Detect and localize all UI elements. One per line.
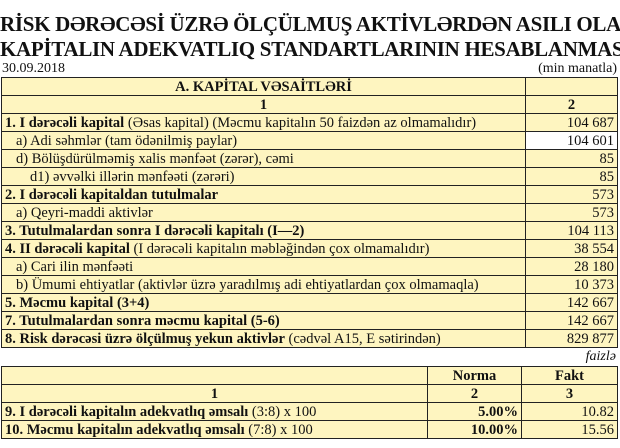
table-row: 9. I dərəcəli kapitalın adekvatlıq əmsal… xyxy=(1,402,618,421)
fakt-value: 15.56 xyxy=(521,420,618,439)
row-label-bold: 10. Məcmu kapitalın adekvatlıq əmsalı xyxy=(5,421,245,438)
table-row: 1. I dərəcəli kapital (Əsas kapital) (Mə… xyxy=(1,113,618,132)
page: RİSK DƏRƏCƏSİ ÜZRƏ ÖLÇÜLMUŞ AKTİVLƏRDƏN … xyxy=(0,12,620,439)
table-row: 7. Tutulmalardan sonra məcmu kapital (5-… xyxy=(1,311,618,330)
row-value: 85 xyxy=(525,167,618,186)
row-label-bold: 9. I dərəcəli kapitalın adekvatlıq əmsal… xyxy=(5,403,249,420)
report-date: 30.09.2018 xyxy=(2,61,65,76)
row-value: 142 667 xyxy=(525,311,618,330)
percent-unit-label: faizlə xyxy=(585,349,616,364)
row-label: 8. Risk dərəcəsi üzrə ölçülmuş yekun akt… xyxy=(1,329,526,348)
row-value: 573 xyxy=(525,185,618,204)
header-row: Norma Fakt xyxy=(1,366,618,385)
row-label-text: b) Ümumi ehtiyatlar (aktivlər üzrə yarad… xyxy=(16,276,479,293)
norma-value: 10.00% xyxy=(427,420,522,439)
row-value: 142 667 xyxy=(525,293,618,312)
row-label: 1. I dərəcəli kapital (Əsas kapital) (Mə… xyxy=(1,113,526,132)
row-label: d) Bölüşdürülməmiş xalis mənfəət (zərər)… xyxy=(1,149,526,168)
row-label-text: (Əsas kapital) (Məcmu kapitalın 50 faizd… xyxy=(124,114,477,131)
section-title: A. KAPİTAL VƏSAİTLƏRİ xyxy=(1,77,526,96)
header-fakt: Fakt xyxy=(521,366,618,385)
row-label-bold: 8. Risk dərəcəsi üzrə ölçülmuş yekun akt… xyxy=(5,330,285,347)
row-label-bold: 5. Məcmu kapital (3+4) xyxy=(5,294,150,311)
table-row: a) Adi səhmlər (tam ödənilmiş paylar) 104… xyxy=(1,131,618,150)
table-row: d1) əvvəlki illərin mənfəəti (zərəri) 85 xyxy=(1,167,618,186)
col-number-1: 1 xyxy=(1,384,428,403)
row-value: 10 373 xyxy=(525,275,618,294)
row-label-bold: 4. II dərəcəli kapital xyxy=(5,240,130,257)
fakt-value: 10.82 xyxy=(521,402,618,421)
row-label: a) Adi səhmlər (tam ödənilmiş paylar) xyxy=(1,131,526,150)
row-label: 4. II dərəcəli kapital (I dərəcəli kapit… xyxy=(1,239,526,258)
row-label-text: d1) əvvəlki illərin mənfəəti (zərəri) xyxy=(30,168,235,185)
row-value: 104 601 xyxy=(525,131,618,150)
row-label: 7. Tutulmalardan sonra məcmu kapital (5-… xyxy=(1,311,526,330)
table-row: 10. Məcmu kapitalın adekvatlıq əmsalı (7… xyxy=(1,420,618,439)
row-value: 85 xyxy=(525,149,618,168)
row-value: 104 687 xyxy=(525,113,618,132)
row-label-bold: 3. Tutulmalardan sonra I dərəcəli kapita… xyxy=(5,222,305,239)
row-label: 3. Tutulmalardan sonra I dərəcəli kapita… xyxy=(1,221,526,240)
table-row: 3. Tutulmalardan sonra I dərəcəli kapita… xyxy=(1,221,618,240)
row-label: 9. I dərəcəli kapitalın adekvatlıq əmsal… xyxy=(1,402,428,421)
col-number-3: 3 xyxy=(521,384,618,403)
table-row: b) Ümumi ehtiyatlar (aktivlər üzrə yarad… xyxy=(1,275,618,294)
table-row: a) Qeyri-maddi aktivlər 573 xyxy=(1,203,618,222)
row-label: 10. Məcmu kapitalın adekvatlıq əmsalı (7… xyxy=(1,420,428,439)
section-header-row: A. KAPİTAL VƏSAİTLƏRİ xyxy=(1,77,618,96)
row-value: 104 113 xyxy=(525,221,618,240)
row-value: 573 xyxy=(525,203,618,222)
table-row: 8. Risk dərəcəsi üzrə ölçülmuş yekun akt… xyxy=(1,329,618,348)
row-label: 5. Məcmu kapital (3+4) xyxy=(1,293,526,312)
table-row: 5. Məcmu kapital (3+4) 142 667 xyxy=(1,293,618,312)
row-label-text: a) Qeyri-maddi aktivlər xyxy=(16,204,153,221)
row-label-bold: 7. Tutulmalardan sonra məcmu kapital (5-… xyxy=(5,312,280,329)
col-number-2: 2 xyxy=(427,384,522,403)
col-number-1: 1 xyxy=(1,95,526,114)
row-value: 829 877 xyxy=(525,329,618,348)
table-row: 2. I dərəcəli kapitaldan tutulmalar 573 xyxy=(1,185,618,204)
table-row: 4. II dərəcəli kapital (I dərəcəli kapit… xyxy=(1,239,618,258)
row-label-text: (3:8) x 100 xyxy=(248,403,317,420)
row-label-text: a) Adi səhmlər (tam ödənilmiş paylar) xyxy=(16,132,238,149)
row-label: d1) əvvəlki illərin mənfəəti (zərəri) xyxy=(1,167,526,186)
row-label: a) Qeyri-maddi aktivlər xyxy=(1,203,526,222)
row-label-text: (cədvəl A15, E sətirindən) xyxy=(284,330,441,347)
row-label-text: (I dərəcəli kapitalın məbləğindən çox ol… xyxy=(129,240,430,257)
col-number-2: 2 xyxy=(525,95,618,114)
meta-row: 30.09.2018 (min manatla) xyxy=(0,61,620,77)
header-norma: Norma xyxy=(427,366,522,385)
row-label-text: (7:8) x 100 xyxy=(244,421,313,438)
table-row: d) Bölüşdürülməmiş xalis mənfəət (zərər)… xyxy=(1,149,618,168)
report-title-line2: KAPİTALIN ADEKVATLIQ STANDARTLARININ HES… xyxy=(0,37,620,61)
row-label-bold: 2. I dərəcəli kapitaldan tutulmalar xyxy=(5,186,219,203)
norma-value: 5.00% xyxy=(427,402,522,421)
row-label: b) Ümumi ehtiyatlar (aktivlər üzrə yarad… xyxy=(1,275,526,294)
row-label-text: d) Bölüşdürülməmiş xalis mənfəət (zərər)… xyxy=(16,150,294,167)
row-label: 2. I dərəcəli kapitaldan tutulmalar xyxy=(1,185,526,204)
report-title-line1: RİSK DƏRƏCƏSİ ÜZRƏ ÖLÇÜLMUŞ AKTİVLƏRDƏN … xyxy=(0,12,620,36)
row-value: 28 180 xyxy=(525,257,618,276)
unit-label: (min manatla) xyxy=(538,61,617,76)
row-label-bold: 1. I dərəcəli kapital xyxy=(5,114,125,131)
table-row: a) Cari ilin mənfəəti 28 180 xyxy=(1,257,618,276)
row-label: a) Cari ilin mənfəəti xyxy=(1,257,526,276)
row-value: 38 554 xyxy=(525,239,618,258)
row-label-text: a) Cari ilin mənfəəti xyxy=(16,258,134,275)
